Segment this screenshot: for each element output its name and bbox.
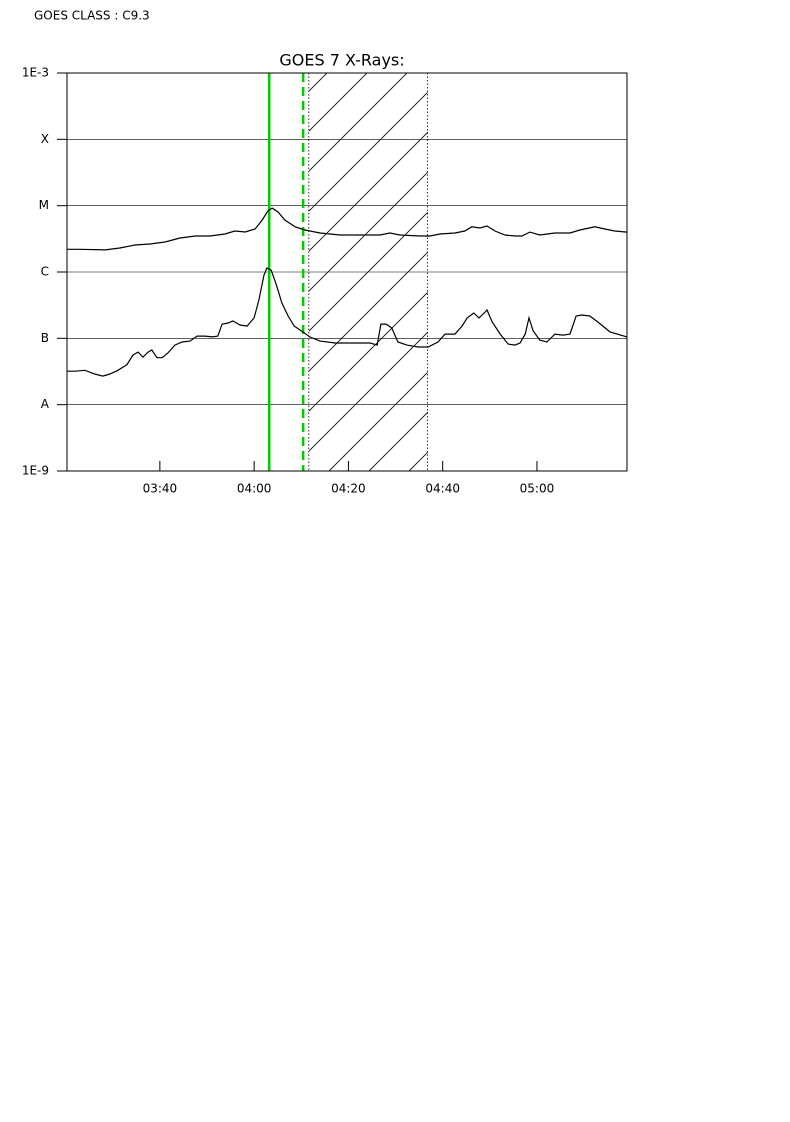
x-tick-label: 05:00 (520, 482, 555, 496)
goes-class: GOES CLASS : C9.3 (34, 9, 150, 23)
chart-title: GOES 7 X-Rays: (279, 51, 404, 70)
x-tick-label: 04:40 (425, 482, 460, 496)
x-tick-label: 03:40 (143, 482, 178, 496)
plot-frame (66, 72, 628, 472)
y-tick-label: X (41, 132, 49, 146)
y-tick-label: 1E-3 (22, 66, 49, 80)
plot-area: 1E-9 A B C M X 1E-3 03:40 04:00 04:20 04:40 05:00 (22, 66, 628, 496)
y-tick-label: B (41, 331, 49, 345)
y-tick-label: A (41, 397, 50, 411)
y-tick-label: 1E-9 (22, 464, 49, 478)
x-tick-label: 04:00 (237, 482, 272, 496)
y-tick-label: C (41, 265, 49, 279)
y-tick-label: M (39, 198, 49, 212)
flux-line (67, 207, 628, 251)
flux-line (67, 267, 628, 377)
x-tick-label: 04:20 (331, 482, 366, 496)
